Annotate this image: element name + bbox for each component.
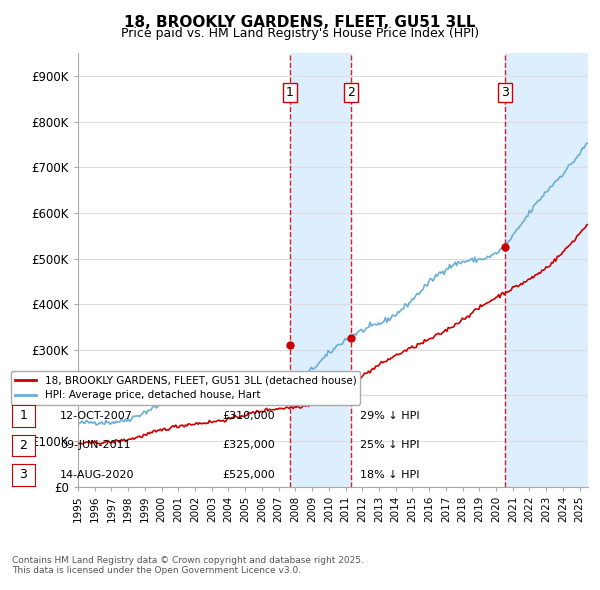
Text: 3: 3 [501, 86, 509, 99]
Text: 25% ↓ HPI: 25% ↓ HPI [360, 441, 419, 450]
Text: 2: 2 [19, 439, 28, 452]
Text: £310,000: £310,000 [222, 411, 275, 421]
Text: 3: 3 [19, 468, 28, 481]
Text: £525,000: £525,000 [222, 470, 275, 480]
Text: £325,000: £325,000 [222, 441, 275, 450]
Text: 12-OCT-2007: 12-OCT-2007 [60, 411, 133, 421]
Text: 1: 1 [19, 409, 28, 422]
Bar [505, 53, 588, 487]
Text: Price paid vs. HM Land Registry's House Price Index (HPI): Price paid vs. HM Land Registry's House … [121, 27, 479, 40]
Text: 18% ↓ HPI: 18% ↓ HPI [360, 470, 419, 480]
Text: 29% ↓ HPI: 29% ↓ HPI [360, 411, 419, 421]
Text: Contains HM Land Registry data © Crown copyright and database right 2025.
This d: Contains HM Land Registry data © Crown c… [12, 556, 364, 575]
Bar [290, 53, 351, 487]
Text: 1: 1 [286, 86, 293, 99]
Text: 14-AUG-2020: 14-AUG-2020 [60, 470, 134, 480]
Legend: 18, BROOKLY GARDENS, FLEET, GU51 3LL (detached house), HPI: Average price, detac: 18, BROOKLY GARDENS, FLEET, GU51 3LL (de… [11, 371, 361, 405]
Text: 18, BROOKLY GARDENS, FLEET, GU51 3LL: 18, BROOKLY GARDENS, FLEET, GU51 3LL [124, 15, 476, 30]
Text: 2: 2 [347, 86, 355, 99]
Text: 09-JUN-2011: 09-JUN-2011 [60, 441, 131, 450]
